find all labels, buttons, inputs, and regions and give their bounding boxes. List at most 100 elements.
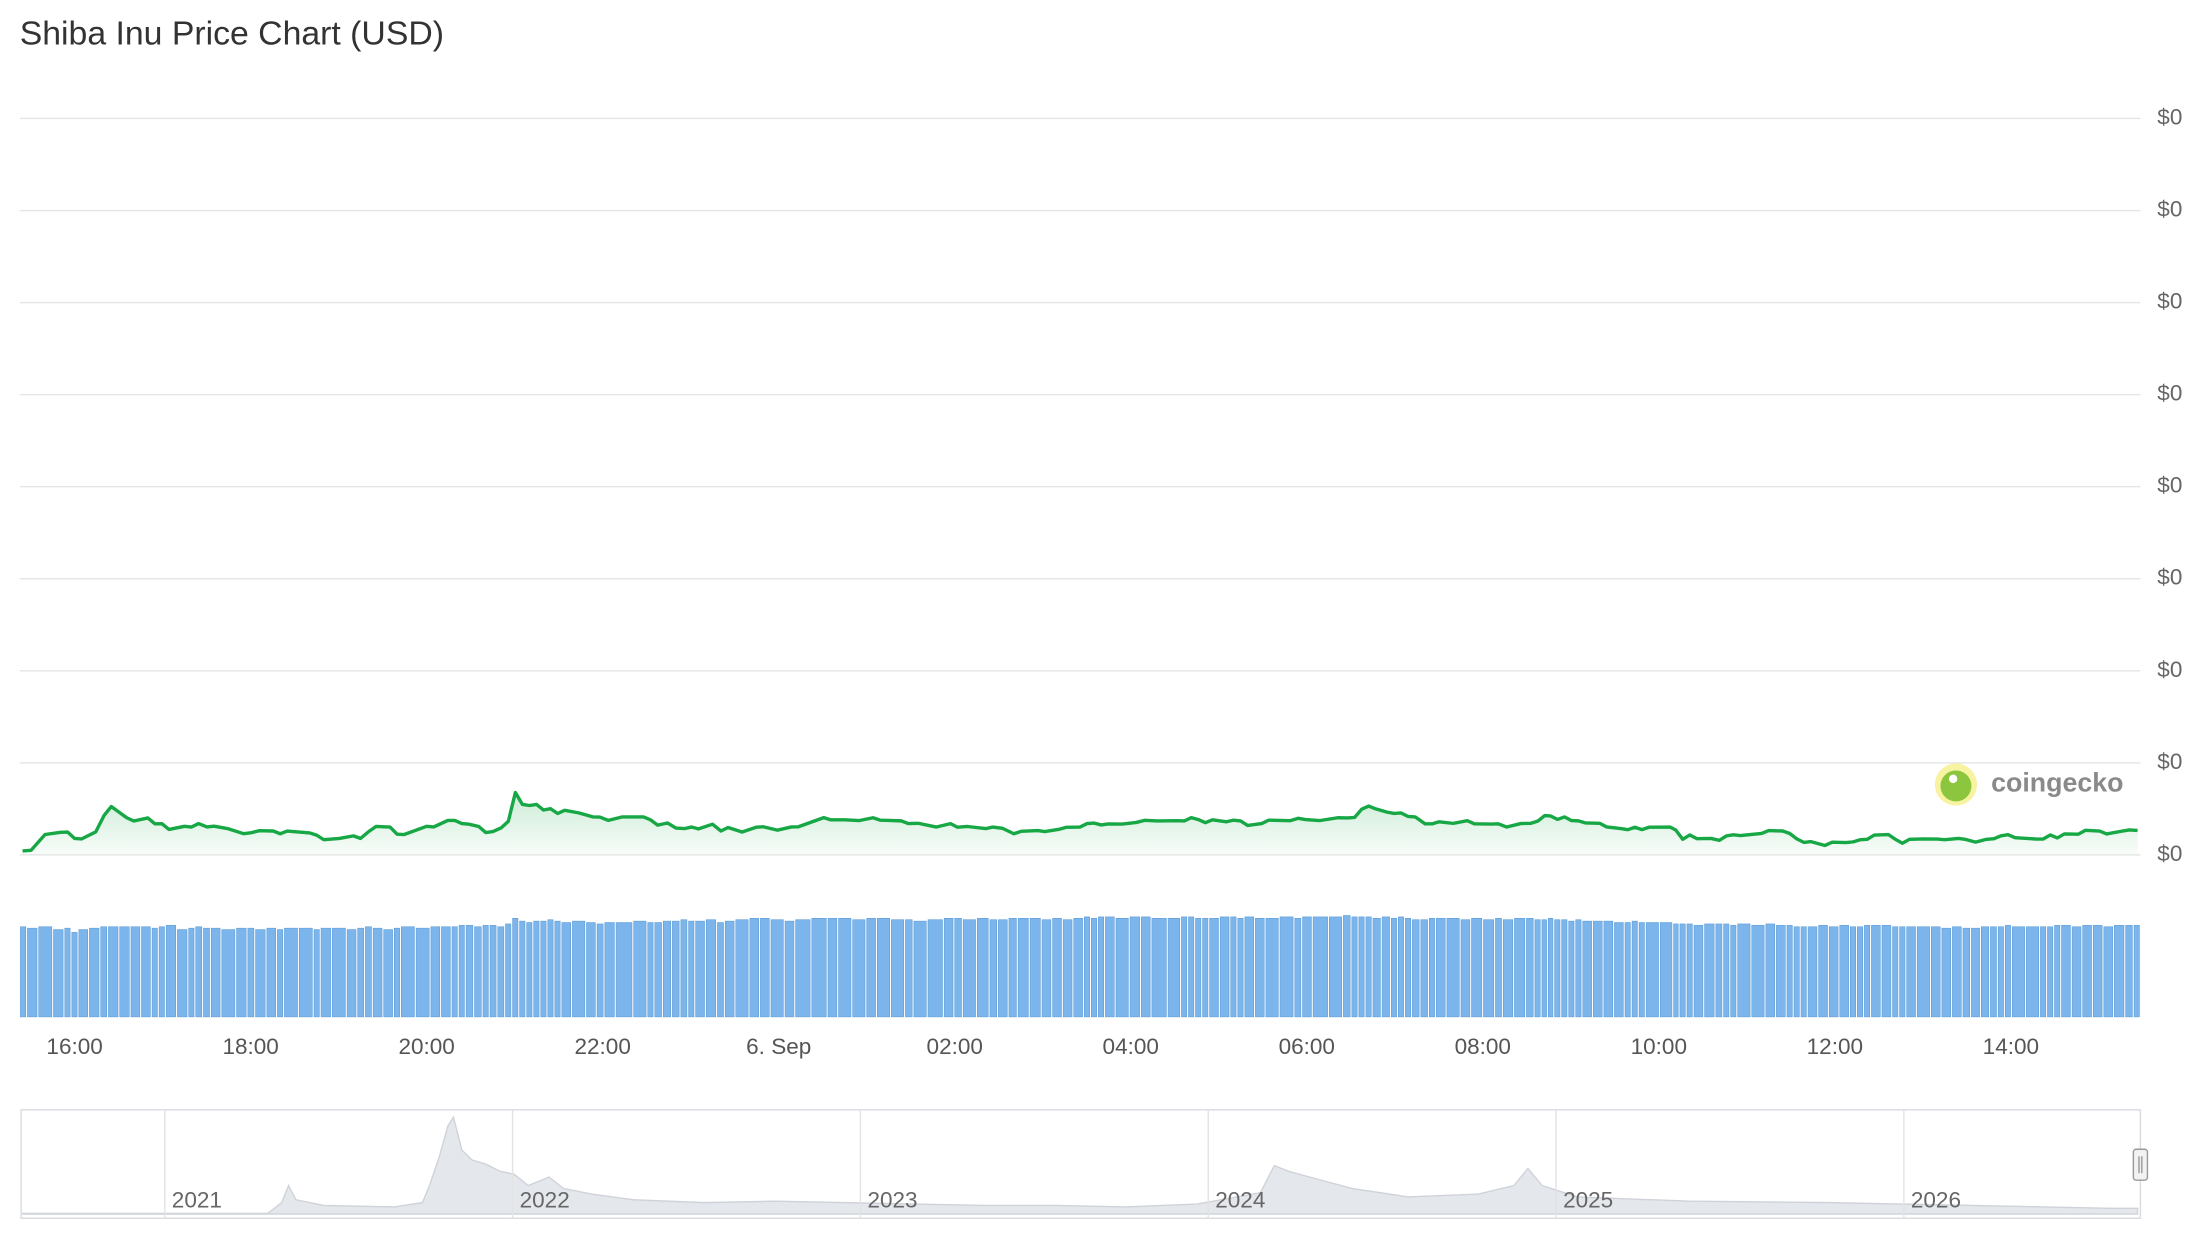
volume-bar	[905, 919, 913, 1018]
volume-bar	[38, 926, 53, 1018]
volume-bar	[1446, 918, 1460, 1018]
volume-bar	[1881, 925, 1892, 1018]
volume-bar	[1828, 926, 1839, 1018]
volume-bar	[866, 918, 876, 1018]
volume-bar	[526, 922, 533, 1018]
volume-bar	[976, 918, 989, 1018]
volume-bar	[458, 925, 465, 1018]
volume-bar	[1541, 919, 1547, 1018]
volume-bar	[119, 926, 130, 1018]
volume-bar	[1129, 916, 1140, 1018]
price-area	[22, 792, 2138, 855]
volume-bar	[615, 922, 633, 1018]
x-tick-label: 04:00	[1103, 1034, 1159, 1059]
volume-bar	[64, 927, 71, 1018]
volume-bar	[221, 929, 236, 1018]
volume-bar	[705, 919, 717, 1018]
volume-bar	[1429, 918, 1435, 1018]
x-tick-label: 08:00	[1455, 1034, 1511, 1059]
volume-bar	[401, 926, 415, 1018]
volume-bar	[27, 927, 38, 1018]
x-tick-label: 02:00	[927, 1034, 983, 1059]
volume-bar	[1502, 919, 1514, 1018]
y-tick-label: $0	[2157, 196, 2182, 221]
volume-bar	[346, 929, 357, 1018]
volume-bar	[394, 927, 400, 1018]
volume-bar	[604, 922, 615, 1018]
volume-bar	[71, 932, 78, 1018]
volume-bar	[441, 926, 451, 1018]
volume-bar	[1151, 918, 1167, 1018]
volume-bar	[1941, 927, 1952, 1018]
navigator-handle[interactable]	[2132, 1148, 2149, 1181]
navigator-tick-label: 2023	[867, 1187, 917, 1212]
volume-bar	[89, 927, 100, 1018]
x-tick-label: 12:00	[1807, 1034, 1863, 1059]
volume-bar	[1892, 926, 1899, 1018]
volume-bar	[1398, 916, 1404, 1018]
volume-bar	[2026, 926, 2040, 1018]
volume-bar	[430, 926, 441, 1018]
volume-bar	[210, 927, 221, 1018]
volume-bar	[1358, 916, 1365, 1018]
volume-bar	[1062, 919, 1073, 1018]
volume-bar	[547, 919, 554, 1018]
volume-bar	[989, 919, 997, 1018]
volume-bar	[2047, 926, 2054, 1018]
volume-bar	[913, 920, 927, 1018]
volume-bar	[195, 926, 203, 1018]
volume-bar	[2004, 925, 2011, 1018]
volume-bar	[1436, 918, 1446, 1018]
volume-bar	[2011, 926, 2025, 1018]
price-line	[22, 790, 2138, 853]
volume-bar	[1593, 920, 1603, 1018]
volume-bar	[203, 927, 210, 1018]
volume-bar	[760, 918, 770, 1018]
volume-bar	[572, 920, 586, 1018]
volume-bar	[2082, 925, 2092, 1018]
volume-bar	[78, 929, 89, 1018]
volume-bar	[365, 926, 372, 1018]
volume-bar	[1737, 923, 1751, 1018]
volume-bar	[1514, 918, 1526, 1018]
volume-bar	[1673, 923, 1679, 1018]
volume-bar	[672, 920, 680, 1018]
volume-bar	[2054, 925, 2061, 1018]
volume-bar	[1952, 926, 1962, 1018]
volume-bar	[1568, 920, 1575, 1018]
volume-bar	[1230, 916, 1237, 1018]
volume-bar	[695, 920, 705, 1018]
volume-bar	[266, 927, 276, 1018]
volume-bar	[784, 920, 795, 1018]
volume-bar	[838, 918, 852, 1018]
volume-bar	[1638, 922, 1645, 1018]
volume-bar	[1526, 918, 1534, 1018]
volume-bar	[795, 919, 811, 1018]
x-tick-label: 14:00	[1983, 1034, 2039, 1059]
volume-bar	[1343, 915, 1351, 1018]
volume-bar	[1818, 925, 1828, 1018]
volume-bar	[827, 918, 838, 1018]
volume-bar	[1582, 920, 1592, 1018]
volume-bar	[811, 918, 827, 1018]
volume-bar	[998, 919, 1008, 1018]
volume-bar	[1365, 916, 1372, 1018]
volume-bar	[1916, 926, 1930, 1018]
volume-bar	[497, 926, 505, 1018]
volume-bar	[1693, 925, 1704, 1018]
volume-bar	[1786, 925, 1793, 1018]
volume-bar	[1899, 926, 1906, 1018]
volume-bar	[540, 920, 547, 1018]
volume-bar	[1255, 918, 1265, 1018]
volume-bar	[1052, 918, 1062, 1018]
volume-bar	[482, 925, 489, 1018]
volume-bar	[141, 926, 151, 1018]
volume-bar	[474, 926, 482, 1018]
x-tick-label: 10:00	[1631, 1034, 1687, 1059]
volume-bar	[1495, 918, 1502, 1018]
y-tick-label: $0	[2157, 749, 2182, 774]
volume-bar	[100, 926, 108, 1018]
navigator-tick-label: 2022	[520, 1187, 570, 1212]
volume-bar	[313, 929, 320, 1018]
